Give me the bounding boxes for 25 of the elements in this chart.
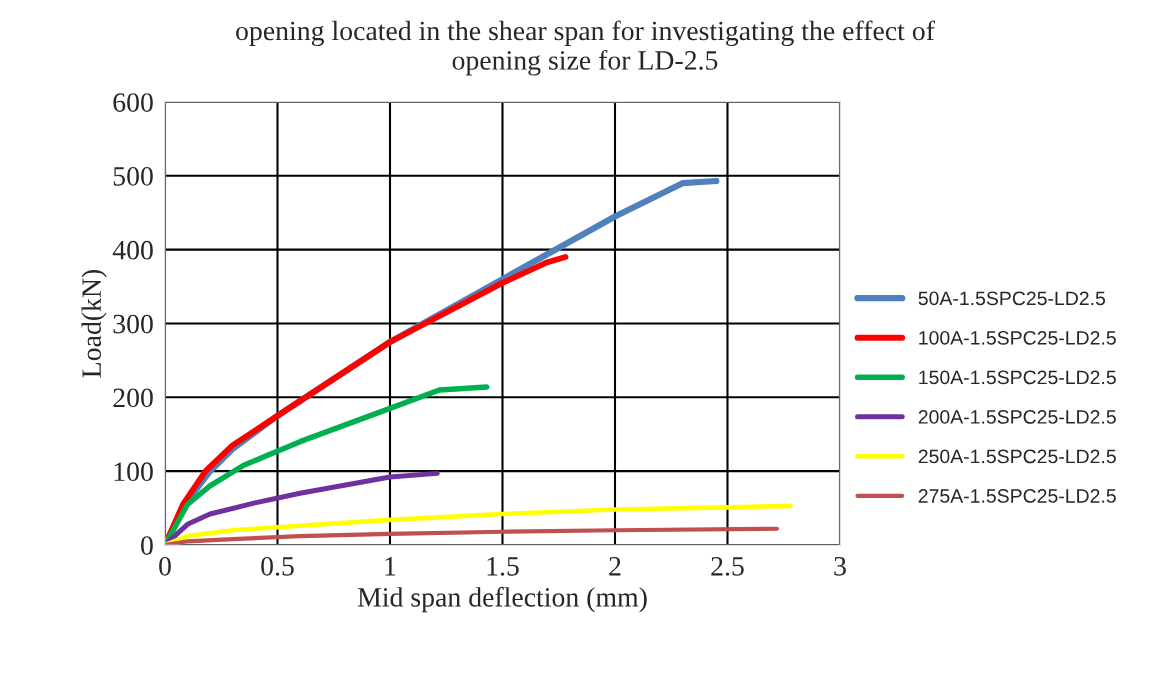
legend-label: 50A-1.5SPC25-LD2.5 — [918, 291, 1106, 306]
y-tick-label: 300 — [113, 314, 153, 334]
y-axis-title: Load(kN) — [81, 269, 107, 378]
y-tick-label: 400 — [112, 240, 153, 260]
y-tick-label: 500 — [113, 167, 153, 186]
legend-label: 150A-1.5SPC25-LD2.5 — [919, 370, 1116, 385]
legend-label: 275A-1.5SPC25-LD2.5 — [918, 489, 1116, 503]
line-series — [165, 503, 793, 545]
y-tick-label: 200 — [113, 388, 153, 408]
legend-label: 250A-1.5SPC25-LD2.5 — [918, 449, 1116, 464]
y-tick-label: 100 — [114, 462, 153, 482]
legend-label: 100A-1.5SPC25-LD2.5 — [919, 330, 1116, 345]
y-tick-label: 0 — [141, 536, 153, 555]
x-tick-label: 1.5 — [487, 557, 519, 576]
x-tick-label: 0 — [159, 556, 171, 576]
chart-title: opening located in the shear span for investigating the effect of opening size for LD-2.5 — [236, 20, 935, 76]
line-series — [165, 526, 780, 545]
y-tick-label: 600 — [113, 93, 153, 112]
x-tick-label: 2 — [609, 556, 621, 576]
legend-label: 200A-1.5SPC25-LD2.5 — [918, 410, 1116, 424]
x-axis-title: Mid span deflection (mm) — [357, 586, 647, 613]
x-tick-label: 2.5 — [711, 556, 744, 576]
x-tick-label: 0.5 — [261, 556, 294, 576]
x-tick-label: 3 — [834, 556, 846, 576]
x-tick-label: 1 — [385, 557, 396, 576]
